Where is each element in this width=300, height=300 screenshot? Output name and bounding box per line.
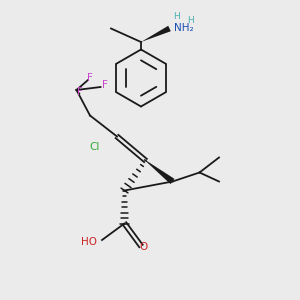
Text: H: H (188, 16, 194, 25)
Polygon shape (145, 160, 175, 184)
Text: NH₂: NH₂ (174, 23, 194, 33)
Text: F: F (76, 86, 82, 97)
Text: H: H (173, 12, 180, 21)
Polygon shape (141, 26, 171, 42)
Text: F: F (102, 80, 108, 91)
Text: O: O (139, 242, 148, 253)
Text: HO: HO (82, 237, 98, 248)
Text: Cl: Cl (89, 142, 100, 152)
Text: F: F (87, 73, 93, 83)
